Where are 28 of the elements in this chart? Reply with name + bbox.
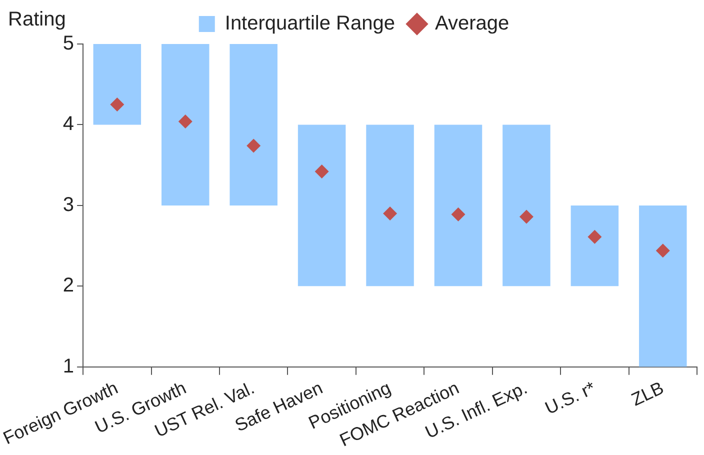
x-tick-label: U.S. r* xyxy=(542,378,598,418)
bar xyxy=(434,124,482,286)
legend-label: Average xyxy=(434,12,510,35)
y-axis-title: Rating xyxy=(8,8,66,31)
y-tick-label: 2 xyxy=(62,274,74,297)
bar xyxy=(230,44,278,206)
point xyxy=(451,207,466,222)
point xyxy=(383,206,398,221)
y-tick-label: 1 xyxy=(62,355,74,378)
bar xyxy=(366,124,414,286)
point xyxy=(588,230,602,244)
bar xyxy=(502,124,550,286)
point xyxy=(656,244,670,258)
x-tick-label: ZLB xyxy=(628,378,667,410)
bar xyxy=(161,44,210,206)
bar xyxy=(93,44,142,125)
y-tick-label: 5 xyxy=(62,32,74,55)
point xyxy=(178,114,192,128)
bar xyxy=(570,205,619,286)
bar xyxy=(639,205,687,367)
y-tick-label: 3 xyxy=(62,194,74,216)
point xyxy=(246,138,261,153)
point xyxy=(519,210,534,224)
y-tick-label: 4 xyxy=(62,113,74,136)
bar xyxy=(298,124,346,286)
point xyxy=(314,164,329,179)
point xyxy=(110,98,124,112)
legend-label: Interquartile Range xyxy=(224,12,395,35)
